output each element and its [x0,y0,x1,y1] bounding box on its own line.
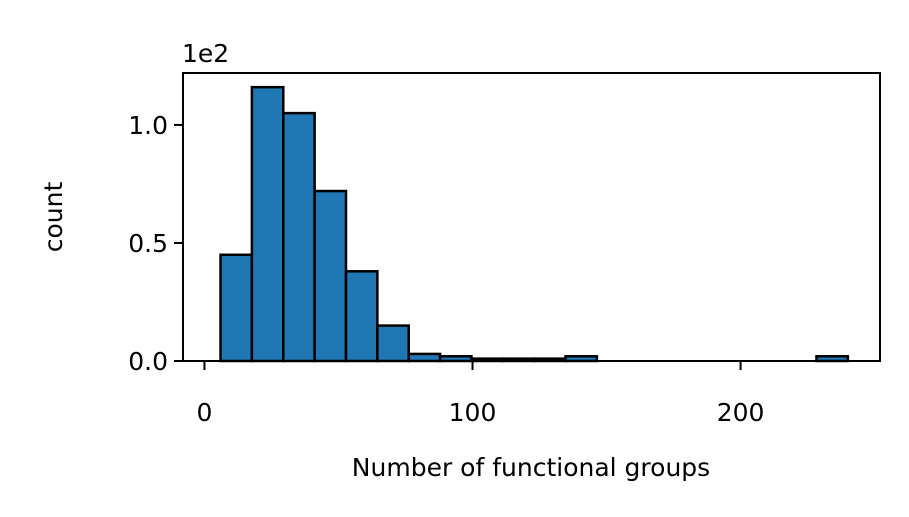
y-axis-ticks: 0.0 0.5 1.0 [128,111,183,376]
x-axis-ticks: 0 100 200 [196,361,764,427]
y-axis-label: count [39,182,68,253]
histogram-bar [282,111,316,363]
y-offset-label: 1e2 [182,39,229,68]
histogram-bar [376,324,410,363]
bars-group [219,85,850,363]
plot-frame [182,72,881,362]
x-tick-label: 200 [717,398,765,427]
histogram-bar [250,85,285,363]
y-tick-label: 0.5 [128,229,168,258]
x-tick-label: 100 [449,398,497,427]
histogram-bar [219,253,254,363]
y-tick-label: 0.0 [128,347,168,376]
histogram-bar [313,189,348,363]
x-axis-label: Number of functional groups [352,453,710,482]
x-tick-label: 0 [196,398,212,427]
y-tick-label: 1.0 [128,111,168,140]
histogram-bar [344,270,379,363]
histogram-bar [407,352,442,363]
